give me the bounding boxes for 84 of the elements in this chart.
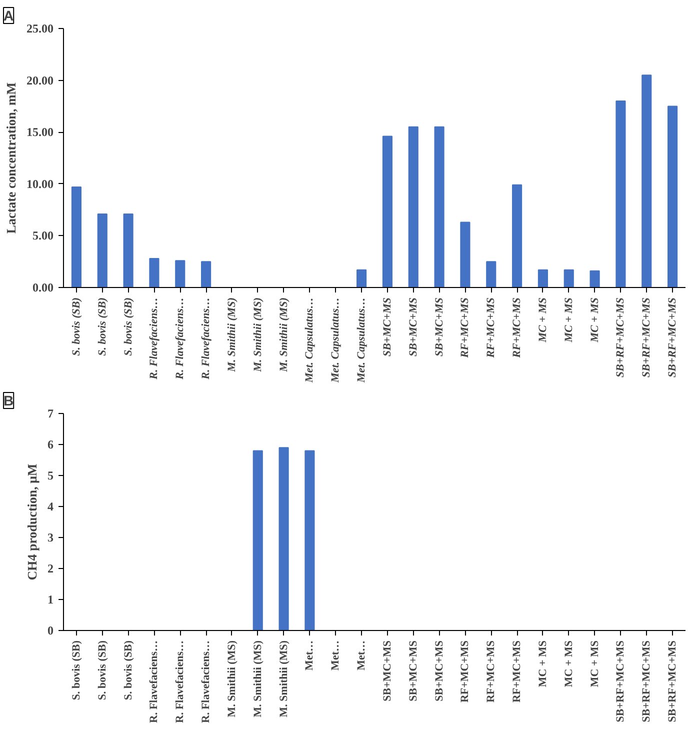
bar: [382, 136, 392, 288]
y-tick-label: 1: [48, 592, 54, 606]
x-tick-label: Met. Capsulatus…: [356, 297, 368, 384]
x-tick-label: S. bovis (SB): [122, 640, 134, 700]
x-tick-label: Met…: [304, 640, 316, 670]
x-tick-label: RF+MC+MS: [511, 640, 524, 703]
y-tick-label: 10.00: [26, 176, 54, 191]
y-tick-label: 0: [48, 624, 54, 638]
x-tick-label: RF+MC+MS: [511, 297, 524, 359]
y-tick-label: 6: [48, 438, 54, 452]
y-axis-title: Lactate concentration, mM: [4, 82, 18, 234]
bar: [434, 126, 444, 288]
x-tick-label: SB+RF+MC+MS: [614, 640, 627, 722]
x-tick-label: M. Smithii (MS): [226, 640, 238, 718]
y-tick-label: 3: [48, 530, 54, 544]
x-tick-label: R. Flavefaciens…: [200, 640, 212, 723]
x-tick-label: RF+MC+MS: [485, 297, 498, 359]
bar: [486, 261, 496, 288]
x-tick-label: SB+RF+MC+MS: [640, 640, 653, 722]
y-tick-label: 7: [48, 406, 54, 420]
bar: [175, 260, 186, 288]
x-tick-label: SB+MC+MS: [407, 297, 420, 357]
x-tick-label: S. bovis (SB): [122, 297, 134, 356]
x-tick-label: R. Flavefaciens…: [148, 640, 160, 723]
y-tick-label: 5: [48, 468, 54, 482]
bar: [564, 269, 574, 288]
bar: [71, 186, 82, 288]
x-tick-label: M. Smithii (MS): [252, 297, 264, 373]
y-tick-label: 20.00: [26, 73, 54, 88]
bar: [668, 106, 678, 288]
x-tick-label: MC + MS: [562, 297, 575, 344]
x-tick-label: M. Smithii (MS): [278, 640, 290, 718]
bar: [201, 261, 212, 288]
bar: [149, 258, 160, 288]
x-tick-label: SB+RF+MC+MS: [666, 297, 679, 378]
x-tick-label: SB+MC+MS: [433, 297, 446, 357]
y-axis-title: CH4 production, μM: [24, 464, 40, 580]
y-tick-label: 2: [48, 562, 54, 576]
x-tick-label: R. Flavefaciens…: [200, 297, 212, 380]
x-tick-label: SB+RF+MC+MS: [640, 297, 653, 378]
x-tick-label: RF+MC+MS: [485, 640, 498, 703]
x-tick-label: MC + MS: [562, 640, 575, 688]
bar: [408, 126, 418, 288]
x-tick-label: MC + MS: [536, 640, 549, 688]
x-tick-label: SB+MC+MS: [381, 640, 394, 702]
y-tick-label: 5.00: [32, 228, 54, 243]
bar: [123, 213, 134, 288]
x-tick-label: S. bovis (SB): [96, 297, 108, 356]
x-tick-label: Met. Capsulatus…: [330, 297, 342, 384]
x-tick-label: MC + MS: [588, 297, 601, 344]
x-tick-label: MC + MS: [588, 640, 601, 688]
x-tick-label: Met. Capsulatus…: [304, 297, 316, 384]
x-tick-label: SB+MC+MS: [407, 640, 420, 702]
x-tick-label: RF+MC+MS: [459, 297, 472, 359]
x-tick-label: SB+MC+MS: [433, 640, 446, 702]
x-tick-label: RF+MC+MS: [459, 640, 472, 703]
bar: [538, 269, 548, 288]
bar: [356, 269, 367, 288]
bar: [616, 100, 626, 288]
x-tick-label: Met…: [330, 640, 342, 670]
x-tick-label: SB+RF+MC+MS: [614, 297, 627, 378]
x-tick-label: SB+MC+MS: [381, 297, 394, 357]
x-tick-label: R. Flavefaciens…: [148, 297, 160, 380]
x-tick-label: R. Flavefaciens…: [174, 297, 186, 380]
x-tick-label: M. Smithii (MS): [252, 640, 264, 718]
bar: [642, 74, 652, 288]
x-tick-label: M. Smithii (MS): [226, 297, 238, 373]
y-tick-label: 25.00: [26, 22, 54, 36]
bar: [97, 213, 108, 288]
x-tick-label: S. bovis (SB): [96, 640, 108, 700]
x-tick-label: MC + MS: [536, 297, 549, 344]
bar: [460, 222, 470, 288]
x-tick-label: S. bovis (SB): [70, 640, 82, 700]
y-tick-label: 4: [48, 500, 54, 514]
x-tick-label: R. Flavefaciens…: [174, 640, 186, 723]
x-tick-label: Met…: [356, 640, 368, 670]
bar: [590, 270, 600, 288]
chart-title: B: [4, 392, 14, 408]
bar: [512, 184, 522, 288]
y-tick-label: 0.00: [32, 280, 54, 294]
x-tick-label: SB+RF+MC+MS: [666, 640, 679, 722]
x-tick-label: M. Smithii (MS): [278, 297, 290, 373]
x-tick-label: S. bovis (SB): [70, 297, 82, 356]
y-tick-label: 15.00: [26, 125, 54, 140]
